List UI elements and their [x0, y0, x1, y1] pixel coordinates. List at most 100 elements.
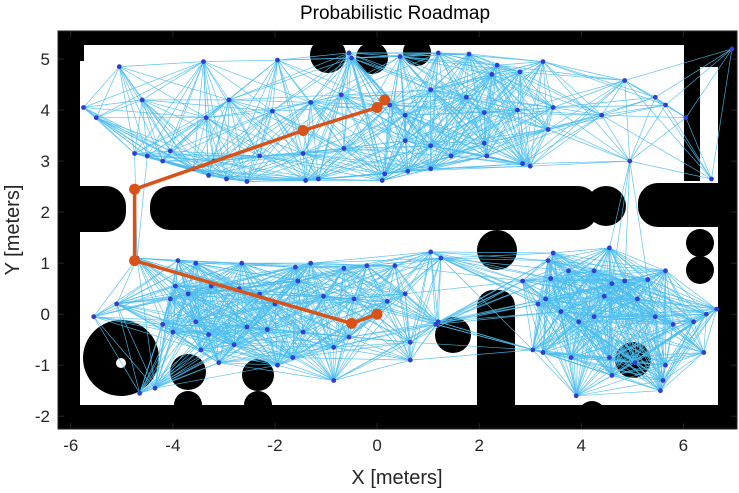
roadmap-edge	[277, 357, 293, 366]
roadmap-edge	[497, 64, 521, 73]
roadmap-node	[338, 92, 344, 98]
roadmap-edge	[277, 336, 350, 366]
roadmap-edge	[576, 375, 613, 397]
roadmap-edge	[484, 112, 549, 130]
x-tick-label: -6	[63, 436, 78, 455]
roadmap-edge	[609, 357, 661, 391]
roadmap-edge	[466, 97, 485, 113]
roadmap-edge	[272, 110, 306, 181]
roadmap-edge	[665, 352, 704, 366]
roadmap-edge	[545, 270, 666, 300]
roadmap-edge	[611, 375, 664, 381]
roadmap-node	[545, 258, 551, 263]
roadmap-edge	[438, 52, 467, 98]
roadmap-edge	[484, 114, 602, 144]
roadmap-node	[116, 64, 122, 70]
roadmap-edge	[277, 52, 350, 61]
roadmap-edge	[604, 270, 666, 297]
roadmap-edge	[466, 61, 544, 98]
roadmap-node	[175, 258, 181, 263]
roadmap-edge	[609, 308, 717, 358]
axes-box	[57, 30, 738, 430]
roadmap-edge	[205, 117, 227, 180]
roadmap-edge	[343, 140, 406, 149]
obstacle-middle-wall-left	[58, 186, 126, 232]
roadmap-edge	[137, 257, 196, 264]
roadmap-edge	[491, 74, 518, 111]
roadmap-edge	[162, 110, 273, 162]
roadmap-edge	[348, 336, 411, 343]
roadmap-edge	[665, 321, 694, 366]
roadmap-edge	[517, 61, 544, 111]
roadmap-node	[193, 260, 199, 266]
roadmap-edge	[405, 74, 493, 116]
roadmap-edge	[272, 60, 278, 112]
roadmap-edge	[404, 257, 442, 295]
roadmap-edge	[195, 293, 260, 323]
roadmap-node	[428, 87, 434, 93]
roadmap-edge	[545, 270, 595, 300]
roadmap-node	[144, 153, 150, 159]
roadmap-edge	[660, 308, 717, 391]
roadmap-edge	[440, 257, 539, 305]
roadmap-node	[729, 46, 735, 52]
roadmap-edge	[532, 252, 554, 350]
roadmap-edge	[381, 145, 431, 181]
roadmap-edges	[83, 48, 733, 397]
roadmap-edge	[637, 298, 674, 325]
roadmap-edge	[154, 298, 171, 389]
roadmap-edge	[208, 334, 334, 348]
roadmap-edge	[341, 89, 431, 96]
roadmap-edge	[655, 308, 717, 318]
roadmap-edge	[277, 301, 388, 366]
roadmap-node	[466, 51, 472, 57]
roadmap-edge	[389, 104, 485, 144]
roadmap-edge	[609, 352, 704, 358]
roadmap-edge	[318, 178, 383, 181]
roadmap-edge	[440, 257, 549, 261]
roadmap-edge	[272, 57, 352, 112]
roadmap-edge	[147, 99, 230, 157]
roadmap-node	[193, 319, 199, 325]
roadmap-edge	[162, 293, 260, 325]
roadmap-edge	[139, 324, 164, 394]
roadmap-edge	[175, 262, 242, 287]
roadmap-edge	[430, 251, 523, 282]
roadmap-edge	[93, 316, 163, 325]
path-waypoint	[379, 94, 391, 106]
roadmap-node	[331, 378, 337, 383]
roadmap-node	[428, 166, 434, 172]
roadmap-edge	[578, 321, 666, 366]
roadmap-edge	[440, 257, 523, 282]
roadmap-node	[517, 69, 523, 75]
roadmap-node	[709, 176, 714, 182]
roadmap-edge	[305, 145, 431, 181]
roadmap-edge	[277, 60, 306, 181]
roadmap-edge	[228, 99, 306, 181]
roadmap-edge	[593, 316, 613, 376]
roadmap-edge	[611, 316, 656, 376]
y-tick-label: 5	[41, 50, 50, 69]
roadmap-edge	[118, 66, 164, 162]
roadmap-edge	[206, 110, 273, 119]
roadmap-node	[660, 378, 666, 383]
roadmap-edge	[192, 117, 207, 169]
roadmap-node	[331, 345, 337, 350]
roadmap-node	[407, 339, 413, 345]
roadmap-edge	[234, 331, 304, 346]
y-tick-label: -2	[35, 407, 50, 426]
roadmap-node	[535, 301, 541, 307]
roadmap-edge	[354, 293, 406, 300]
roadmap-node	[382, 171, 388, 177]
roadmap-edge	[234, 336, 350, 346]
roadmap-edge	[609, 357, 666, 366]
roadmap-edge	[570, 247, 610, 358]
obstacle-round	[477, 230, 517, 270]
roadmap-edge	[136, 258, 156, 389]
roadmap-edge	[116, 260, 179, 305]
roadmap-edge	[162, 324, 209, 335]
roadmap-edge	[228, 52, 350, 101]
roadmap-edge	[571, 321, 694, 358]
roadmap-edge	[353, 265, 396, 300]
roadmap-edge	[343, 145, 431, 149]
